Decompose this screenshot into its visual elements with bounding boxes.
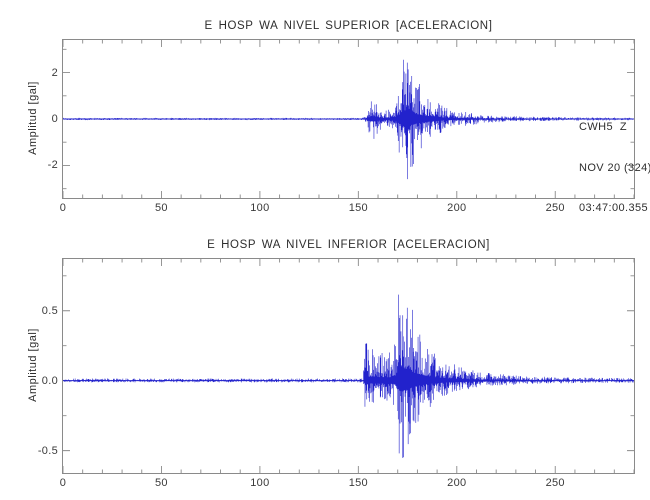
x-tick-label: 0	[59, 477, 67, 489]
y-tick-label: -0.5	[37, 444, 58, 457]
waveform-trace	[63, 40, 634, 198]
trace-date: NOV 20 (324), 2025	[579, 161, 650, 174]
trace-start-time: 03:47:00.355	[579, 202, 649, 214]
plot-frame: CWH5 Z NOV 20 (324), 2025 03:47:00.355	[62, 39, 650, 214]
plot-frame: CWH1 Z NOV 20 (324), 2025 03:47:00.025	[62, 258, 635, 474]
y-axis-label: Amplitud [gal]	[27, 328, 39, 402]
waveform-trace	[63, 259, 634, 473]
station-code: CWH5 Z	[579, 121, 628, 133]
x-tick-label: 200	[447, 202, 467, 214]
x-tick-label: 0	[59, 202, 67, 214]
y-tick-label: 0.5	[41, 304, 58, 317]
x-tick-label: 150	[348, 202, 368, 214]
x-tick-label: 150	[348, 477, 368, 489]
x-tick-label: 250	[545, 202, 565, 214]
panel-title: E HOSP WA NIVEL SUPERIOR [ACELERACION]	[204, 20, 493, 32]
y-tick-label: 0	[51, 113, 58, 125]
y-tick-label: -2	[47, 159, 58, 172]
x-tick-label: 50	[155, 477, 168, 489]
y-tick-label: 0.0	[41, 374, 58, 387]
panel-title: E HOSP WA NIVEL INFERIOR [ACELERACION]	[207, 239, 490, 251]
trace-info-block: CWH5 Z NOV 20 (324), 2025 03:47:00.355	[579, 94, 650, 243]
x-tick-label: 100	[250, 202, 270, 214]
x-tick-label: 200	[447, 477, 467, 489]
x-tick-label: 250	[545, 477, 565, 489]
x-tick-label: 100	[250, 477, 270, 489]
y-tick-label: 2	[51, 66, 58, 79]
x-tick-label: 50	[155, 202, 168, 214]
